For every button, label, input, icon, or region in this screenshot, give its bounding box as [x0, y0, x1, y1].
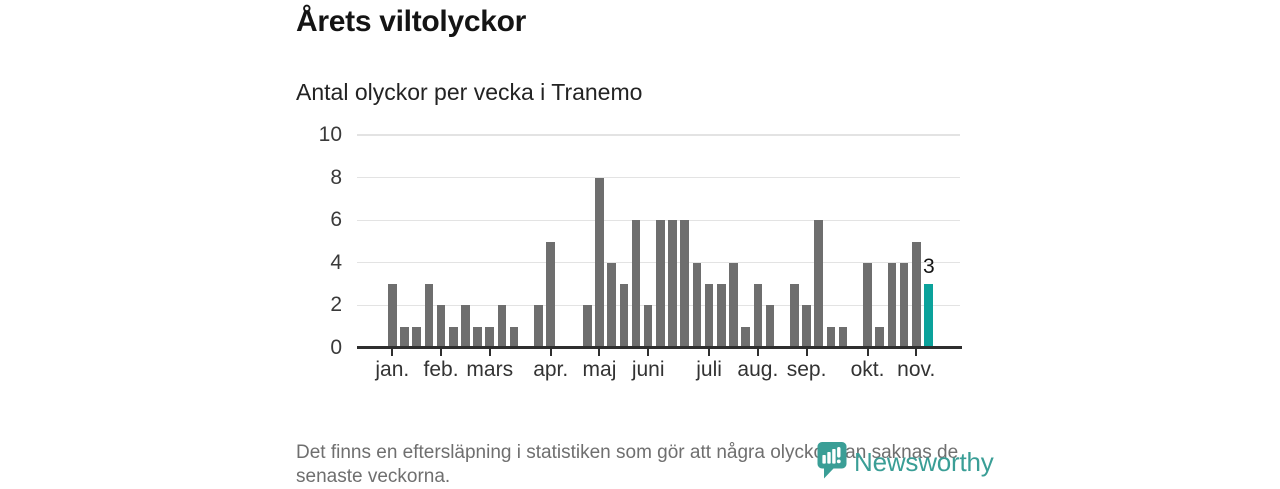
y-axis-label: 6 [330, 208, 342, 232]
bar [619, 284, 629, 348]
bar [546, 241, 555, 348]
x-axis-label: nov. [897, 358, 936, 381]
x-axis-tick [391, 349, 394, 356]
bar [692, 262, 702, 348]
x-axis-tick [488, 349, 491, 356]
bar [716, 284, 726, 348]
bar [875, 326, 884, 348]
x-axis-label: okt. [850, 358, 885, 381]
bar [473, 326, 482, 348]
bar [509, 326, 519, 348]
bar [631, 220, 641, 348]
bar [412, 326, 421, 348]
gridline [357, 134, 960, 136]
x-axis-line [357, 346, 962, 349]
bar [741, 326, 750, 348]
y-axis-label: 4 [330, 250, 342, 274]
x-axis-tick [756, 349, 759, 356]
y-axis-label: 10 [318, 123, 342, 146]
x-axis-tick [647, 349, 650, 356]
x-axis-label: maj [582, 358, 617, 381]
bar-highlighted [924, 284, 933, 348]
bar [863, 262, 872, 348]
bar [424, 284, 434, 348]
bar [461, 305, 470, 348]
bar [838, 326, 848, 348]
x-axis-tick [598, 349, 601, 356]
bar [899, 262, 909, 348]
x-axis-label: aug. [737, 358, 779, 381]
y-axis-label: 0 [330, 336, 342, 359]
bar [668, 220, 677, 348]
bar [765, 305, 775, 348]
x-axis-label: sep. [786, 358, 827, 381]
bar [595, 177, 604, 348]
bar [607, 262, 616, 348]
x-axis-label: feb. [423, 358, 459, 381]
x-axis-label: apr. [533, 358, 569, 381]
bar [582, 305, 592, 348]
x-axis-label: jan. [375, 358, 410, 381]
chart-title: Årets viltolyckor [296, 5, 526, 38]
x-axis-tick [866, 349, 869, 356]
chart-subtitle: Antal olyckor per vecka i Tranemo [296, 79, 643, 105]
bar [400, 326, 409, 348]
x-axis-tick [708, 349, 711, 356]
bar [680, 220, 690, 348]
bar [729, 262, 738, 348]
bar [485, 326, 495, 348]
bar [704, 284, 714, 348]
x-axis-label: juni [631, 358, 665, 381]
bar [497, 305, 507, 348]
newsworthy-logo-text: Newsworthy [854, 447, 994, 477]
newsworthy-bubble-chart-icon [817, 442, 847, 479]
bar [534, 305, 543, 348]
x-axis-label: juli [696, 358, 722, 381]
bar [814, 220, 824, 348]
last-value-label: 3 [923, 255, 935, 279]
bar [826, 326, 836, 348]
x-axis-label: mars [466, 358, 514, 381]
newsworthy-logo: Newsworthy [817, 442, 994, 479]
bar [887, 262, 897, 348]
bar [436, 305, 446, 348]
x-axis-tick [549, 349, 552, 356]
bar [388, 284, 397, 348]
bar [911, 241, 921, 348]
x-axis-tick [915, 349, 918, 356]
bar [643, 305, 653, 348]
bar [656, 220, 665, 348]
x-axis-tick [805, 349, 808, 356]
bar [753, 284, 763, 348]
y-axis-label: 8 [330, 165, 342, 189]
y-axis-label: 2 [330, 293, 342, 317]
x-axis-tick [440, 349, 443, 356]
bar [448, 326, 458, 348]
gridline [357, 176, 960, 179]
bar [790, 284, 799, 348]
bar [802, 305, 811, 348]
